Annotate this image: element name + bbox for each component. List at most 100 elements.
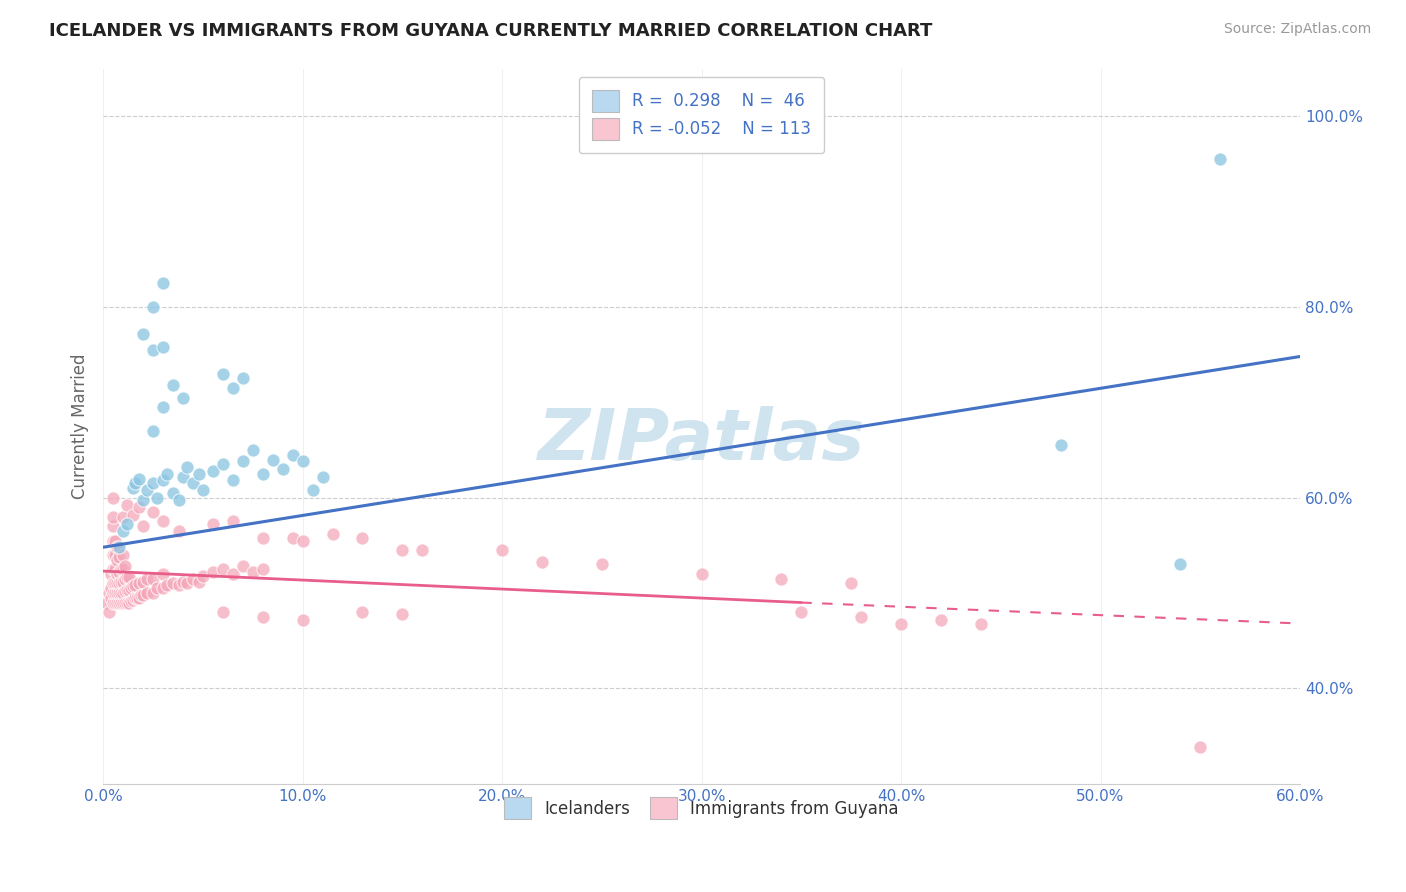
- Point: [108, 549, 131, 564]
- Point: [115, 596, 138, 610]
- Point: [115, 570, 138, 584]
- Point: [162, 576, 184, 591]
- Point: [122, 579, 145, 593]
- Point: [176, 576, 198, 591]
- Point: [770, 572, 793, 586]
- Point: [232, 371, 254, 385]
- Point: [122, 481, 145, 495]
- Point: [115, 517, 138, 532]
- Point: [110, 562, 132, 576]
- Point: [201, 464, 224, 478]
- Point: [1209, 152, 1232, 166]
- Point: [101, 586, 124, 600]
- Point: [101, 562, 124, 576]
- Point: [142, 586, 165, 600]
- Point: [132, 588, 155, 602]
- Point: [172, 469, 194, 483]
- Point: [211, 562, 233, 576]
- Point: [790, 605, 813, 619]
- Point: [291, 613, 314, 627]
- Text: Source: ZipAtlas.com: Source: ZipAtlas.com: [1223, 22, 1371, 37]
- Point: [142, 424, 165, 438]
- Point: [96, 596, 118, 610]
- Point: [124, 578, 146, 592]
- Point: [690, 566, 713, 581]
- Point: [281, 448, 304, 462]
- Point: [181, 476, 204, 491]
- Point: [136, 586, 159, 600]
- Point: [152, 474, 174, 488]
- Text: ZIPatlas: ZIPatlas: [538, 406, 865, 475]
- Point: [132, 574, 155, 589]
- Point: [301, 483, 323, 497]
- Point: [104, 596, 127, 610]
- Point: [105, 576, 128, 591]
- Point: [156, 467, 179, 481]
- Point: [152, 400, 174, 414]
- Point: [252, 467, 274, 481]
- Point: [120, 581, 142, 595]
- Point: [352, 605, 374, 619]
- Point: [222, 381, 245, 395]
- Point: [108, 540, 131, 554]
- Point: [152, 340, 174, 354]
- Point: [167, 524, 190, 538]
- Point: [152, 515, 174, 529]
- Point: [108, 565, 131, 579]
- Point: [849, 610, 872, 624]
- Point: [136, 483, 159, 497]
- Point: [101, 509, 124, 524]
- Point: [100, 591, 122, 605]
- Point: [890, 616, 912, 631]
- Point: [125, 591, 148, 605]
- Point: [120, 593, 142, 607]
- Point: [112, 509, 135, 524]
- Point: [108, 586, 131, 600]
- Point: [262, 452, 284, 467]
- Point: [142, 572, 165, 586]
- Point: [201, 565, 224, 579]
- Point: [172, 574, 194, 589]
- Point: [128, 591, 150, 605]
- Point: [132, 492, 155, 507]
- Point: [101, 596, 124, 610]
- Point: [271, 462, 294, 476]
- Point: [839, 576, 862, 591]
- Point: [211, 605, 233, 619]
- Point: [132, 519, 155, 533]
- Point: [110, 586, 132, 600]
- Point: [187, 574, 209, 589]
- Point: [108, 596, 131, 610]
- Point: [105, 596, 128, 610]
- Point: [98, 586, 121, 600]
- Point: [152, 566, 174, 581]
- Point: [114, 572, 136, 586]
- Point: [105, 586, 128, 600]
- Point: [101, 519, 124, 533]
- Point: [112, 524, 135, 538]
- Point: [530, 556, 553, 570]
- Point: [222, 474, 245, 488]
- Point: [242, 442, 264, 457]
- Point: [291, 454, 314, 468]
- Point: [112, 562, 135, 576]
- Point: [162, 486, 184, 500]
- Point: [124, 476, 146, 491]
- Point: [101, 548, 124, 562]
- Point: [1049, 438, 1071, 452]
- Point: [98, 605, 121, 619]
- Point: [100, 566, 122, 581]
- Point: [191, 569, 214, 583]
- Point: [1168, 558, 1191, 572]
- Point: [122, 508, 145, 522]
- Point: [352, 531, 374, 545]
- Point: [118, 583, 141, 598]
- Text: ICELANDER VS IMMIGRANTS FROM GUYANA CURRENTLY MARRIED CORRELATION CHART: ICELANDER VS IMMIGRANTS FROM GUYANA CURR…: [49, 22, 932, 40]
- Point: [104, 548, 127, 562]
- Legend: Icelanders, Immigrants from Guyana: Icelanders, Immigrants from Guyana: [498, 790, 905, 825]
- Point: [167, 578, 190, 592]
- Point: [152, 581, 174, 595]
- Point: [114, 559, 136, 574]
- Point: [118, 570, 141, 584]
- Point: [122, 592, 145, 607]
